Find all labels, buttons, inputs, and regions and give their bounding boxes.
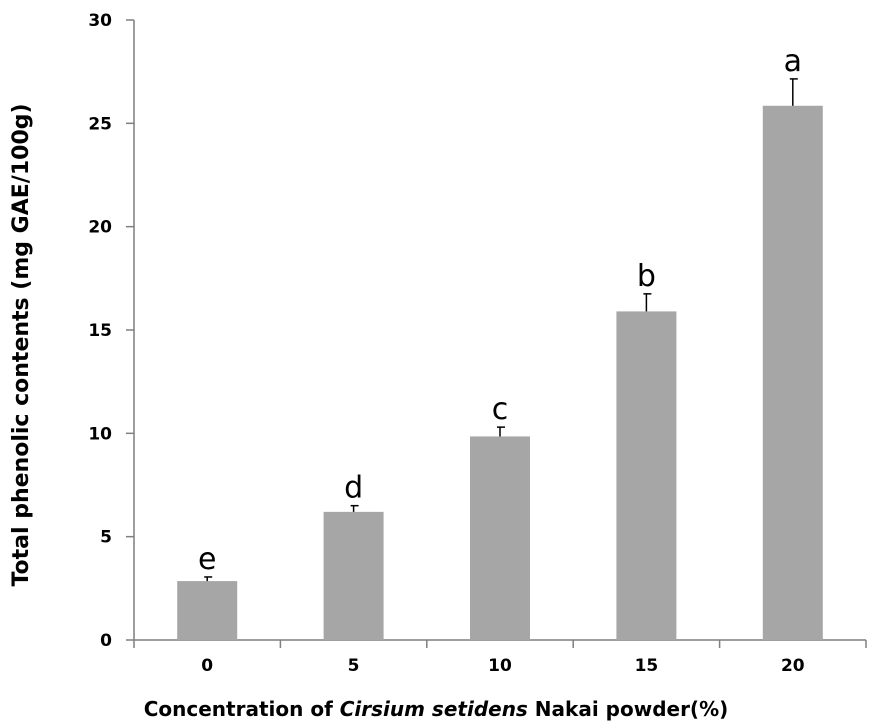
- y-tick-label: 10: [88, 424, 112, 444]
- x-axis-label-part-3: Nakai powder(%): [527, 697, 729, 721]
- significance-label: c: [492, 392, 509, 427]
- significance-label: a: [784, 44, 802, 79]
- y-tick-labels: 0 5 10 15 20 25 30: [88, 11, 112, 651]
- x-axis-label: Concentration of Cirsium setidens Nakai …: [0, 697, 872, 721]
- axes: [126, 19, 867, 648]
- error-bars: [204, 78, 798, 582]
- bars: [177, 105, 823, 641]
- y-tick-label: 5: [100, 528, 112, 548]
- y-tick-label: 20: [88, 218, 112, 238]
- bar: [470, 436, 530, 640]
- x-tick-label: 10: [488, 656, 512, 676]
- bar: [177, 581, 238, 640]
- bar: [323, 511, 384, 640]
- x-axis-label-species: Cirsium setidens: [339, 697, 528, 721]
- x-tick-label: 20: [781, 656, 805, 676]
- y-axis-label: Total phenolic contents (mg GAE/100g): [9, 103, 34, 586]
- bar: [616, 311, 677, 640]
- significance-label: b: [637, 259, 656, 294]
- y-tick-label: 0: [100, 631, 112, 651]
- y-tick-label: 25: [88, 114, 112, 134]
- bar: [762, 105, 823, 641]
- bar-chart: e d c b a 0 5 10 15 20 25 30 0 5 10 15 20 Total phenol…: [9, 11, 867, 676]
- y-tick-label: 30: [88, 11, 112, 31]
- significance-labels: e d c b a: [198, 44, 802, 577]
- x-axis-label-part-1: Concentration of: [143, 697, 340, 721]
- x-tick-label: 5: [348, 656, 360, 676]
- significance-label: d: [344, 471, 363, 506]
- x-tick-label: 0: [201, 656, 213, 676]
- x-tick-label: 15: [635, 656, 659, 676]
- significance-label: e: [198, 542, 216, 577]
- x-tick-labels: 0 5 10 15 20: [201, 656, 805, 676]
- y-tick-label: 15: [88, 321, 112, 341]
